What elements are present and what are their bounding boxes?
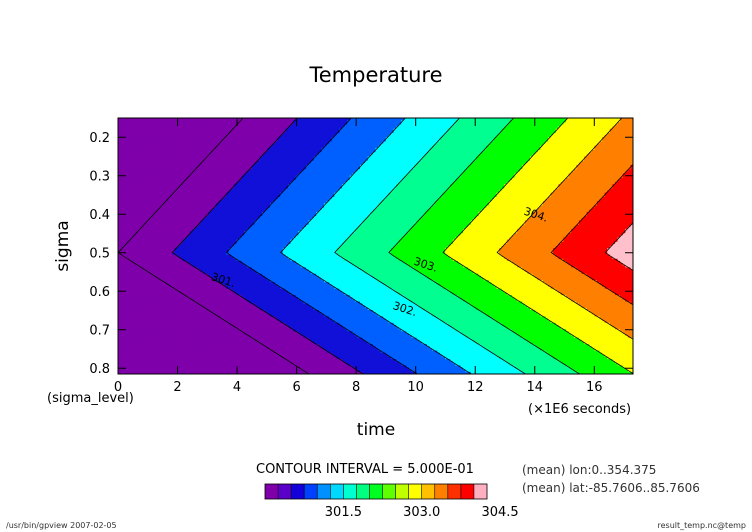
contour-fills [118,118,633,374]
chart-title: Temperature [308,63,442,87]
plot-area: 301.302.303.304. [118,118,692,374]
